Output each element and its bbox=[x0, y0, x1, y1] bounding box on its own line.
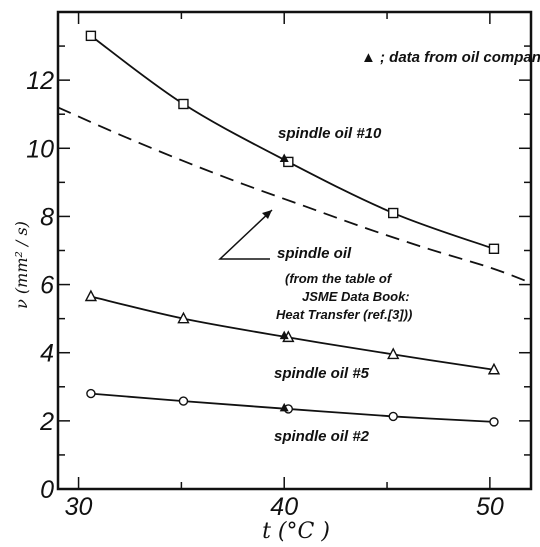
y-tick-label: 2 bbox=[39, 408, 54, 436]
data-point-circle bbox=[489, 417, 499, 427]
data-point-circle bbox=[178, 396, 189, 406]
series-line-spindle-oil bbox=[57, 106, 532, 284]
data-point-circle bbox=[388, 411, 398, 422]
data-point-square bbox=[388, 207, 399, 219]
label-spindle-oil-2: spindle oil #2 bbox=[274, 428, 370, 445]
x-tick-label: 30 bbox=[65, 493, 93, 521]
data-point-circle bbox=[86, 388, 96, 399]
pointer-arrowhead bbox=[262, 210, 272, 219]
data-point-triangle bbox=[84, 289, 98, 302]
y-tick-label: 4 bbox=[40, 340, 54, 368]
y-tick-labels: 0 2 4 6 8 10 12 bbox=[26, 67, 54, 504]
data-point-triangle bbox=[387, 347, 400, 360]
legend-text: ▲ ; data from oil company bbox=[361, 49, 540, 66]
data-point-square bbox=[178, 98, 189, 110]
note-line-2: JSME Data Book: bbox=[302, 289, 410, 304]
y-tick-label: 0 bbox=[40, 476, 54, 504]
series-layer bbox=[57, 30, 532, 427]
axis-ticks bbox=[58, 11, 531, 490]
company-data-point bbox=[279, 402, 289, 412]
data-point-square bbox=[488, 243, 500, 254]
x-tick-label: 50 bbox=[476, 493, 504, 521]
y-tick-label: 10 bbox=[26, 135, 54, 163]
y-tick-label: 12 bbox=[26, 67, 54, 95]
label-spindle-oil-dashed: spindle oil bbox=[277, 245, 352, 262]
y-tick-label: 6 bbox=[40, 272, 54, 300]
y-tick-label: 8 bbox=[40, 203, 54, 231]
series-line-spindle-oil-10 bbox=[90, 35, 495, 250]
label-spindle-oil-10: spindle oil #10 bbox=[278, 125, 382, 142]
note-line-3: Heat Transfer (ref.[3])) bbox=[276, 307, 412, 322]
label-spindle-oil-5: spindle oil #5 bbox=[274, 365, 370, 382]
company-data-point bbox=[279, 330, 289, 340]
data-point-triangle bbox=[487, 362, 501, 375]
data-point-triangle bbox=[177, 311, 190, 324]
x-tick-labels: 30 40 50 bbox=[65, 493, 504, 521]
pointer-arrow bbox=[218, 209, 273, 260]
note-line-1: (from the table of bbox=[285, 271, 393, 286]
x-tick-label: 40 bbox=[270, 493, 298, 521]
data-point-square bbox=[85, 30, 97, 42]
y-axis-label: ν (mm² / s) bbox=[12, 221, 31, 309]
company-data-point bbox=[279, 153, 289, 163]
x-axis-label: t (°C ) bbox=[262, 519, 330, 544]
